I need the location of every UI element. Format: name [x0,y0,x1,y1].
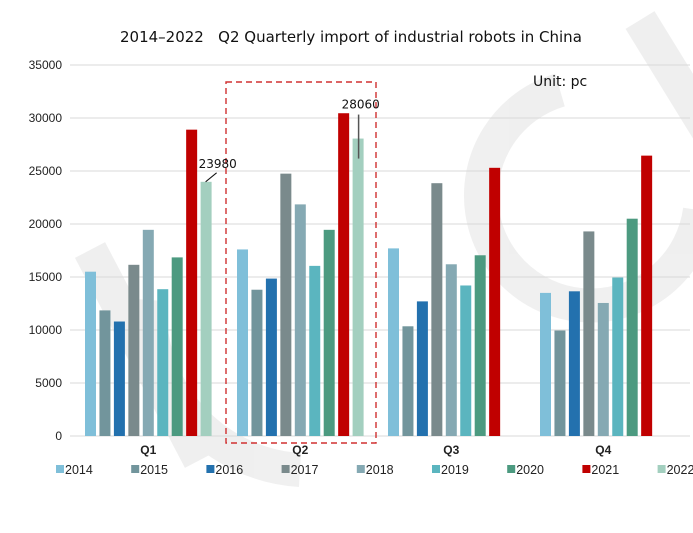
y-tick-label: 5000 [35,376,62,390]
legend-item-2017: 2017 [281,463,319,477]
legend-label: 2022 [667,463,693,477]
legend-item-2016: 2016 [206,463,243,477]
annotation-leader [205,172,217,183]
unit-label: Unit: pc [533,74,587,90]
legend-item-2014: 2014 [56,463,93,477]
bar-2016-q1 [113,321,125,436]
bar-2020-q1 [171,257,183,436]
legend-label: 2021 [591,463,619,477]
legend-swatch [206,465,215,473]
x-tick-label: Q4 [595,443,611,457]
y-tick-label: 0 [55,429,62,443]
bar-2019-q4 [612,277,624,436]
x-tick-label: Q1 [140,443,156,457]
legend-label: 2016 [215,463,243,477]
legend-swatch [657,465,666,473]
bar-2014-q2 [237,249,248,436]
legend-swatch [432,465,440,473]
bar-2021-q2 [338,113,350,436]
bar-2017-q1 [128,264,140,436]
bar-2018-q1 [142,229,154,436]
bar-2016-q2 [265,278,277,436]
data-label: 28060 [342,98,380,112]
bar-2019-q1 [157,289,169,436]
x-axis: Q1 Q2 Q3 Q4 [140,443,611,457]
bar-2017-q2 [280,173,292,436]
bar-2016-q3 [416,301,428,436]
bar-2021-q4 [641,155,653,436]
y-tick-label: 25000 [29,164,63,178]
legend-swatch [131,465,140,473]
bar-2022-q2 [352,138,364,436]
legend-swatch [281,465,290,473]
legend-label: 2017 [291,463,319,477]
legend-label: 2019 [441,463,469,477]
bars [85,113,653,436]
legend-label: 2018 [366,463,394,477]
y-tick-label: 10000 [29,323,63,337]
x-tick-label: Q3 [443,443,459,457]
watermark-stroke [625,11,693,139]
y-tick-label: 20000 [29,217,63,231]
bar-2015-q3 [402,326,414,436]
y-tick-label: 15000 [29,270,63,284]
chart-title: 2014–2022 Q2 Quarterly import of industr… [120,28,582,46]
legend-label: 2015 [140,463,168,477]
legend-swatch [56,465,64,473]
x-tick-label: Q2 [292,443,308,457]
bar-2020-q4 [626,218,638,436]
data-label: 23980 [199,157,237,171]
y-axis: 0 5000 10000 15000 20000 25000 30000 35000 [29,58,63,443]
legend-label: 2014 [65,463,93,477]
legend-label: 2020 [516,463,544,477]
bar-2022-q1 [200,181,212,436]
bar-2021-q1 [186,129,198,436]
bar-2020-q3 [474,255,486,436]
bar-2016-q4 [568,291,580,436]
y-tick-label: 35000 [29,58,63,72]
bar-2014-q3 [388,248,399,436]
legend-swatch [507,465,516,473]
bar-2018-q4 [597,302,609,436]
bar-2018-q3 [445,264,457,436]
bar-2021-q3 [489,167,501,436]
legend-item-2022: 2022 [657,463,693,477]
legend-item-2019: 2019 [432,463,469,477]
legend-item-2021: 2021 [582,463,619,477]
bar-2018-q2 [294,204,306,436]
bar-2019-q2 [309,265,321,436]
bar-2015-q2 [251,289,263,436]
bar-2017-q3 [431,183,443,436]
legend-item-2018: 2018 [356,463,394,477]
y-tick-label: 30000 [29,111,63,125]
bar-2014-q1 [85,271,96,436]
bar-2014-q4 [540,292,551,436]
legend-item-2015: 2015 [131,463,168,477]
highlight-box-q2 [225,81,377,444]
legend-item-2020: 2020 [507,463,544,477]
watermark-arc [464,73,693,323]
bar-2015-q4 [554,330,566,436]
bar-2017-q4 [583,231,595,436]
bar-2015-q1 [99,310,111,436]
bar-2019-q3 [460,285,472,436]
annotations: 23980 28060 [199,98,380,183]
bar-2020-q2 [323,229,335,436]
legend: 2014 2015 2016 2017 2018 2019 2020 2021 2022 [56,463,693,477]
legend-swatch [356,465,365,473]
legend-swatch [582,465,591,473]
